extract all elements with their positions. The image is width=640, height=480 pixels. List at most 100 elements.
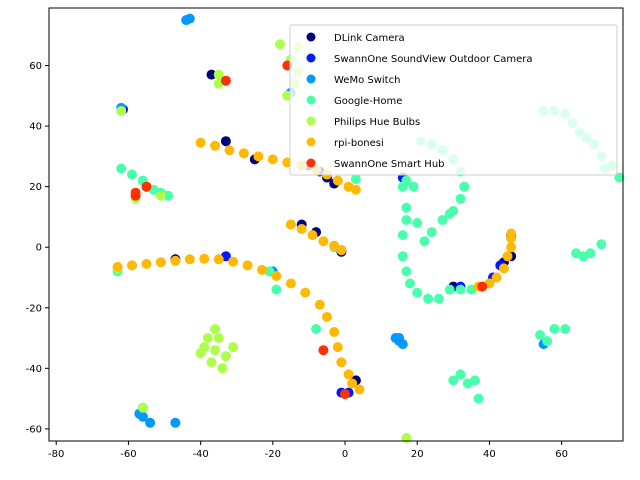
y-tick-label: -60 [26,424,42,435]
data-point [549,324,560,334]
data-point [354,384,365,395]
data-point [145,417,156,428]
data-point [433,293,444,304]
data-point [184,254,195,265]
data-point [535,330,545,340]
data-point [170,417,181,428]
x-tick-label: -60 [120,449,136,460]
data-point [238,148,249,159]
legend-label: Philips Hue Bulbs [334,117,420,128]
legend-item: Google-Home [306,95,402,107]
x-axis: -80 -60 -40 -20 0 20 40 60 [48,441,568,460]
x-tick-label: -80 [48,449,64,460]
x-tick-label: -20 [265,449,281,460]
data-point [141,181,152,192]
data-point [271,271,282,281]
series-5 [112,137,517,395]
data-point [195,137,206,148]
data-point [448,375,459,386]
plot-frame [48,7,624,442]
data-point [206,357,217,368]
x-tick-label: 60 [555,449,568,460]
data-point [253,151,264,162]
data-point [322,311,332,322]
data-point [401,202,412,213]
data-point [419,236,430,247]
data-point [220,75,231,86]
data-point [170,255,181,266]
data-point [127,169,137,180]
data-point [498,263,509,274]
data-point [477,281,488,292]
legend-item: Philips Hue Bulbs [306,116,420,128]
data-point [426,227,437,238]
data-point [401,266,412,277]
data-point [285,278,296,289]
data-point [542,336,553,347]
data-point [401,215,412,225]
legend-marker [306,137,316,147]
data-point [116,106,127,116]
data-point [228,256,239,267]
data-point [336,357,347,368]
data-point [329,327,340,337]
data-point [332,342,343,353]
data-point [459,181,470,192]
data-point [220,351,231,362]
legend-marker [306,158,316,168]
data-point [455,193,466,204]
data-point [336,245,347,256]
data-point [614,172,625,183]
data-point [202,333,213,343]
data-point [155,190,166,201]
y-axis: -60 -40 -20 0 20 40 60 [26,61,49,435]
data-point [210,345,221,356]
y-tick-label: 0 [36,243,42,254]
data-point [470,375,480,386]
data-point [318,345,329,356]
data-point [213,254,224,265]
legend-marker [306,53,316,63]
legend: DLink Camera SwannOne SoundView Outdoor C… [289,24,618,176]
data-point [473,393,484,404]
data-point [184,13,195,24]
data-point [332,175,343,186]
legend-label: rpi-bonesi [334,138,384,149]
data-point [275,39,285,50]
data-point [285,219,296,230]
y-tick-label: -20 [26,303,42,314]
data-point [314,299,325,310]
data-point [340,389,350,400]
data-point [155,257,166,268]
data-point [350,174,361,185]
legend-label: SwannOne SoundView Outdoor Camera [334,54,533,65]
data-point [394,333,405,343]
y-tick-label: 40 [29,122,42,133]
data-point [271,284,282,295]
data-point [112,261,123,272]
x-tick-label: 20 [411,449,424,460]
data-point [397,230,408,241]
legend-item: rpi-bonesi [306,137,384,149]
y-tick-label: 60 [29,61,42,72]
legend-item: SwannOne SoundView Outdoor Camera [306,53,533,65]
data-point [491,272,502,283]
data-point [444,208,455,219]
data-point [199,253,210,264]
data-point [506,228,517,239]
data-point [242,260,253,271]
legend-label: Google-Home [334,96,402,107]
legend-item: SwannOne Smart Hub [306,158,445,170]
data-point [350,184,361,195]
legend-label: DLink Camera [334,33,405,44]
data-point [257,264,267,275]
legend-marker [306,116,316,126]
data-point [224,145,235,156]
data-point [137,402,148,413]
data-point [455,369,466,380]
data-point [127,260,137,271]
legend-marker [306,74,316,84]
data-point [195,348,206,359]
data-point [405,278,415,289]
